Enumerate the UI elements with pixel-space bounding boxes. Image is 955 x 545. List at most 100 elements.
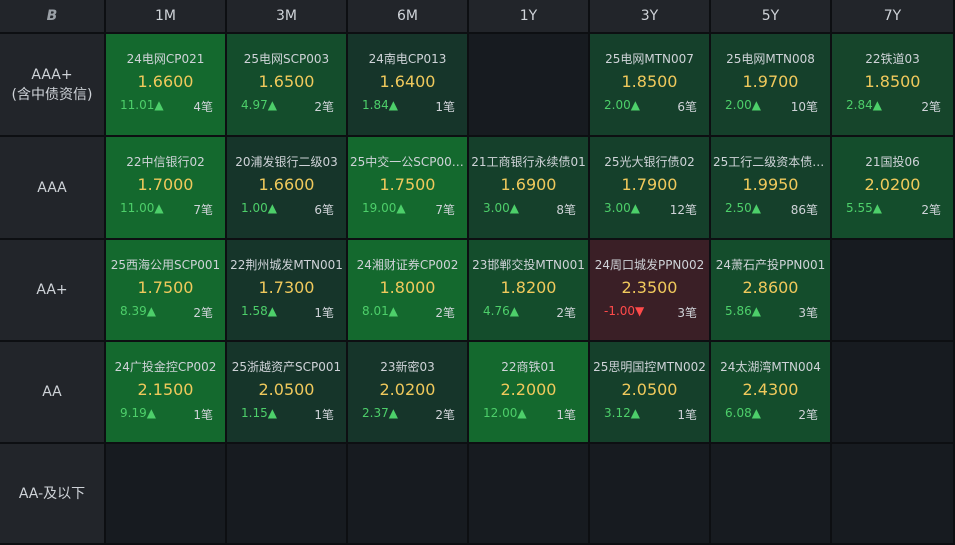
bond-change: 12.00▲ bbox=[483, 406, 527, 420]
empty-cell bbox=[711, 444, 832, 545]
column-header-7y[interactable]: 7Y bbox=[832, 0, 955, 34]
empty-cell bbox=[832, 240, 955, 342]
bond-cell[interactable]: 22铁道03 1.8500 2.84▲ 2笔 bbox=[832, 34, 955, 137]
bond-cell[interactable]: 25中交一公SCP006... 1.7500 19.00▲ 7笔 bbox=[348, 137, 469, 240]
bond-change: 1.15▲ bbox=[241, 406, 277, 420]
bond-name: 25工行二级资本债0... bbox=[713, 155, 830, 169]
trade-count: 2笔 bbox=[921, 203, 941, 217]
row-label-line1: AA+ bbox=[36, 282, 68, 298]
row-label-line1: AAA+ bbox=[31, 66, 73, 83]
bond-change: 11.01▲ bbox=[120, 98, 164, 112]
bond-change: 3.00▲ bbox=[604, 201, 640, 215]
logo-b-icon: B bbox=[46, 8, 58, 24]
bond-cell[interactable]: 24广投金控CP002 2.1500 9.19▲ 1笔 bbox=[106, 342, 227, 444]
bond-yield: 1.8200 bbox=[500, 278, 557, 297]
bond-cell[interactable]: 22商铁01 2.2000 12.00▲ 1笔 bbox=[469, 342, 590, 444]
bond-yield: 1.8500 bbox=[864, 72, 921, 91]
bond-name: 21工商银行永续债01 bbox=[471, 155, 586, 169]
bond-cell[interactable]: 25电网MTN007 1.8500 2.00▲ 6笔 bbox=[590, 34, 711, 137]
row-label: AA-及以下 bbox=[0, 444, 106, 545]
column-header-3y[interactable]: 3Y bbox=[590, 0, 711, 34]
empty-cell bbox=[106, 444, 227, 545]
bond-cell[interactable]: 20浦发银行二级03 1.6600 1.00▲ 6笔 bbox=[227, 137, 348, 240]
trade-count: 2笔 bbox=[435, 306, 455, 320]
bond-name: 25电网SCP003 bbox=[243, 52, 330, 66]
bond-cell[interactable]: 25电网MTN008 1.9700 2.00▲ 10笔 bbox=[711, 34, 832, 137]
column-header-3m[interactable]: 3M bbox=[227, 0, 348, 34]
bond-name: 22中信银行02 bbox=[126, 155, 205, 169]
trade-count: 2笔 bbox=[435, 408, 455, 422]
bond-cell[interactable]: 24湘财证券CP002 1.8000 8.01▲ 2笔 bbox=[348, 240, 469, 342]
bond-change: 2.84▲ bbox=[846, 98, 882, 112]
bond-cell[interactable]: 24南电CP013 1.6400 1.84▲ 1笔 bbox=[348, 34, 469, 137]
bond-yield: 1.7500 bbox=[379, 175, 436, 194]
bond-cell[interactable]: 22荆州城发MTN001 1.7300 1.58▲ 1笔 bbox=[227, 240, 348, 342]
bond-change: 19.00▲ bbox=[362, 201, 406, 215]
bond-yield: 1.6600 bbox=[137, 72, 194, 91]
column-header-6m[interactable]: 6M bbox=[348, 0, 469, 34]
bond-cell[interactable]: 25浙越资产SCP001 2.0500 1.15▲ 1笔 bbox=[227, 342, 348, 444]
trade-count: 2笔 bbox=[556, 306, 576, 320]
bond-name: 24南电CP013 bbox=[368, 52, 447, 66]
bond-yield: 1.6500 bbox=[258, 72, 315, 91]
trade-count: 3笔 bbox=[798, 306, 818, 320]
bond-name: 23邯郸交投MTN001 bbox=[472, 258, 585, 272]
empty-cell bbox=[832, 342, 955, 444]
trade-count: 1笔 bbox=[435, 100, 455, 114]
bond-yield: 2.8600 bbox=[742, 278, 799, 297]
empty-cell bbox=[832, 444, 955, 545]
bond-cell[interactable]: 24电网CP021 1.6600 11.01▲ 4笔 bbox=[106, 34, 227, 137]
bond-cell[interactable]: 24萧石产投PPN001 2.8600 5.86▲ 3笔 bbox=[711, 240, 832, 342]
bond-yield: 1.7500 bbox=[137, 278, 194, 297]
row-label-line1: AA-及以下 bbox=[18, 485, 86, 502]
column-header-5y[interactable]: 5Y bbox=[711, 0, 832, 34]
trade-count: 2笔 bbox=[921, 100, 941, 114]
row-label-line1: AAA bbox=[37, 179, 67, 196]
bond-yield: 2.2000 bbox=[500, 380, 557, 399]
bond-cell[interactable]: 24太湖湾MTN004 2.4300 6.08▲ 2笔 bbox=[711, 342, 832, 444]
bond-yield: 1.7900 bbox=[621, 175, 678, 194]
row-label: AA+ bbox=[0, 240, 106, 342]
trade-count: 7笔 bbox=[193, 203, 213, 217]
bond-yield: 1.6600 bbox=[258, 175, 315, 194]
bond-cell[interactable]: 25思明国控MTN002 2.0500 3.12▲ 1笔 bbox=[590, 342, 711, 444]
empty-cell bbox=[227, 444, 348, 545]
trade-count: 4笔 bbox=[193, 100, 213, 114]
bond-cell[interactable]: 22中信银行02 1.7000 11.00▲ 7笔 bbox=[106, 137, 227, 240]
bond-cell[interactable]: 23邯郸交投MTN001 1.8200 4.76▲ 2笔 bbox=[469, 240, 590, 342]
column-header-1y[interactable]: 1Y bbox=[469, 0, 590, 34]
bond-cell[interactable]: 21国投06 2.0200 5.55▲ 2笔 bbox=[832, 137, 955, 240]
trade-count: 6笔 bbox=[314, 203, 334, 217]
bond-cell[interactable]: 24周口城发PPN002 2.3500 -1.00▼ 3笔 bbox=[590, 240, 711, 342]
bond-name: 25光大银行债02 bbox=[604, 155, 695, 169]
empty-cell bbox=[348, 444, 469, 545]
trade-count: 2笔 bbox=[193, 306, 213, 320]
bond-name: 25思明国控MTN002 bbox=[593, 360, 706, 374]
trade-count: 1笔 bbox=[193, 408, 213, 422]
bond-change: 8.01▲ bbox=[362, 304, 398, 318]
trade-count: 1笔 bbox=[556, 408, 576, 422]
bond-change: 5.55▲ bbox=[846, 201, 882, 215]
bond-cell[interactable]: 25西海公用SCP001 1.7500 8.39▲ 2笔 bbox=[106, 240, 227, 342]
empty-cell bbox=[590, 444, 711, 545]
trade-count: 2笔 bbox=[798, 408, 818, 422]
bond-change: 2.50▲ bbox=[725, 201, 761, 215]
empty-cell bbox=[469, 34, 590, 137]
bond-cell[interactable]: 25光大银行债02 1.7900 3.00▲ 12笔 bbox=[590, 137, 711, 240]
bond-name: 20浦发银行二级03 bbox=[235, 155, 338, 169]
bond-name: 25电网MTN008 bbox=[726, 52, 815, 66]
bond-change: 6.08▲ bbox=[725, 406, 761, 420]
bond-cell[interactable]: 25工行二级资本债0... 1.9950 2.50▲ 86笔 bbox=[711, 137, 832, 240]
column-header-1m[interactable]: 1M bbox=[106, 0, 227, 34]
bond-change: 3.00▲ bbox=[483, 201, 519, 215]
bond-yield: 2.0500 bbox=[258, 380, 315, 399]
bond-yield: 2.1500 bbox=[137, 380, 194, 399]
bond-change: 2.00▲ bbox=[604, 98, 640, 112]
corner-logo: B bbox=[0, 0, 106, 34]
bond-cell[interactable]: 23新密03 2.0200 2.37▲ 2笔 bbox=[348, 342, 469, 444]
bond-cell[interactable]: 21工商银行永续债01 1.6900 3.00▲ 8笔 bbox=[469, 137, 590, 240]
bond-change: 5.86▲ bbox=[725, 304, 761, 318]
bond-yield: 1.8000 bbox=[379, 278, 436, 297]
bond-cell[interactable]: 25电网SCP003 1.6500 4.97▲ 2笔 bbox=[227, 34, 348, 137]
